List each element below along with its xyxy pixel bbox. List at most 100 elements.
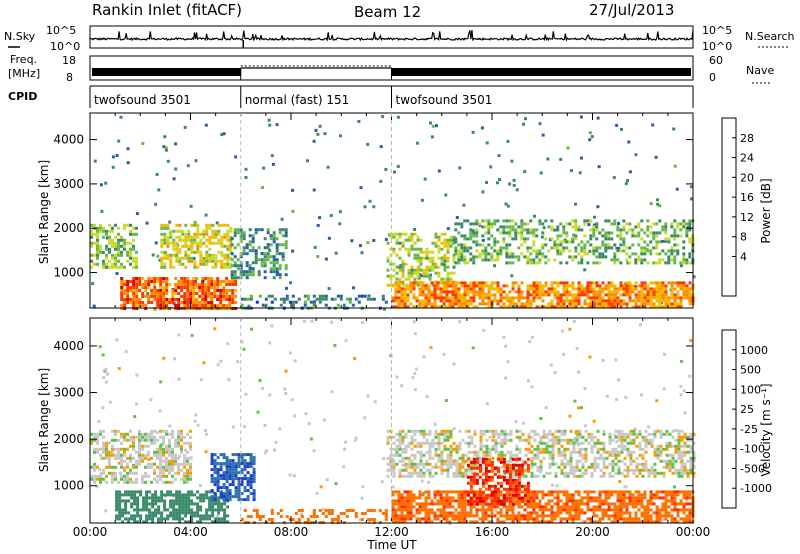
- velocity-cell: [443, 438, 447, 442]
- power-cell: [199, 262, 203, 266]
- velocity-cell: [150, 435, 153, 439]
- power-cell: [499, 293, 503, 297]
- power-cell: [628, 281, 632, 285]
- velocity-cell: [208, 502, 212, 506]
- velocity-cell: [524, 474, 528, 478]
- power-cell: [172, 247, 176, 251]
- velocity-cell: [120, 462, 123, 466]
- velocity-cell: [613, 433, 617, 437]
- power-cell: [144, 286, 148, 289]
- power-cell: [475, 284, 479, 288]
- power-cell: [457, 305, 461, 309]
- power-cell: [682, 284, 686, 288]
- power-cell: [160, 265, 164, 269]
- velocity-cell: [624, 395, 628, 399]
- velocity-cell: [234, 492, 238, 496]
- velocity-cell: [186, 480, 189, 484]
- power-cell: [236, 276, 240, 280]
- power-cell: [580, 305, 584, 309]
- power-cell: [661, 249, 665, 253]
- power-cell: [120, 289, 124, 292]
- power-cell: [508, 243, 512, 247]
- power-cell: [637, 290, 641, 294]
- velocity-cell: [103, 369, 107, 373]
- velocity-cell: [111, 477, 114, 481]
- velocity-cell: [217, 502, 221, 506]
- velocity-cell: [129, 438, 132, 442]
- power-cell: [640, 284, 644, 288]
- velocity-cell: [363, 512, 367, 515]
- velocity-cell: [413, 462, 417, 466]
- power-cell: [223, 265, 227, 269]
- velocity-cell: [617, 429, 621, 433]
- power-cell: [460, 258, 464, 262]
- nsearch-label: N.Search: [745, 30, 795, 43]
- velocity-cell: [121, 499, 125, 503]
- velocity-cell: [220, 508, 224, 512]
- power-cell: [469, 281, 473, 285]
- power-cell: [496, 240, 500, 244]
- power-cell: [257, 273, 261, 277]
- power-cell: [184, 256, 188, 260]
- power-cell: [260, 264, 264, 268]
- power-cell: [460, 305, 464, 309]
- velocity-cell: [452, 471, 456, 475]
- velocity-cell: [123, 468, 126, 472]
- power-cell: [475, 290, 479, 294]
- power-cell: [478, 243, 482, 247]
- velocity-cell: [403, 490, 407, 494]
- power-cell: [562, 231, 566, 235]
- power-cell: [141, 295, 145, 298]
- power-cell: [442, 305, 446, 309]
- power-cell: [281, 258, 285, 262]
- power-cell: [460, 225, 464, 229]
- power-cell: [658, 204, 662, 208]
- velocity-cell: [433, 493, 437, 497]
- velocity-cell: [494, 509, 498, 513]
- power-cell: [481, 302, 485, 306]
- power-cell: [598, 293, 602, 297]
- power-cell: [690, 185, 694, 189]
- velocity-cell: [384, 518, 388, 521]
- power-cell: [272, 255, 276, 259]
- power-cell: [211, 232, 215, 236]
- velocity-cell: [509, 450, 513, 454]
- velocity-cell: [135, 459, 138, 463]
- velocity-cell: [249, 480, 253, 484]
- velocity-cell: [590, 444, 594, 448]
- power-cell: [643, 299, 647, 303]
- velocity-cell: [677, 468, 681, 472]
- power-cell: [607, 246, 611, 250]
- velocity-cell: [166, 514, 170, 518]
- power-cell: [153, 283, 157, 286]
- power-cell: [245, 276, 249, 280]
- power-cell: [511, 304, 515, 308]
- velocity-cell: [102, 468, 105, 472]
- velocity-cell: [175, 496, 179, 500]
- velocity-cell: [439, 514, 443, 518]
- velocity-cell: [117, 367, 121, 371]
- power-cell: [538, 261, 542, 265]
- velocity-cell: [533, 447, 537, 451]
- power-cell: [490, 225, 494, 229]
- velocity-cell: [479, 432, 483, 436]
- power-cell: [114, 265, 117, 269]
- velocity-cell: [118, 514, 122, 518]
- velocity-cell: [162, 429, 165, 433]
- power-cell: [481, 281, 485, 285]
- power-cell: [404, 238, 408, 242]
- velocity-cell: [692, 453, 696, 457]
- power-cell: [178, 223, 182, 227]
- velocity-cell: [162, 441, 165, 445]
- velocity-cell: [469, 505, 473, 509]
- velocity-cell: [145, 490, 149, 494]
- power-cell: [177, 298, 181, 301]
- power-cell: [407, 274, 411, 278]
- power-cell: [431, 241, 435, 245]
- power-cell: [667, 237, 671, 241]
- power-cell: [251, 261, 255, 265]
- velocity-cell: [431, 465, 435, 469]
- power-cell: [661, 305, 665, 309]
- power-cell: [511, 225, 515, 229]
- power-cell: [598, 290, 602, 294]
